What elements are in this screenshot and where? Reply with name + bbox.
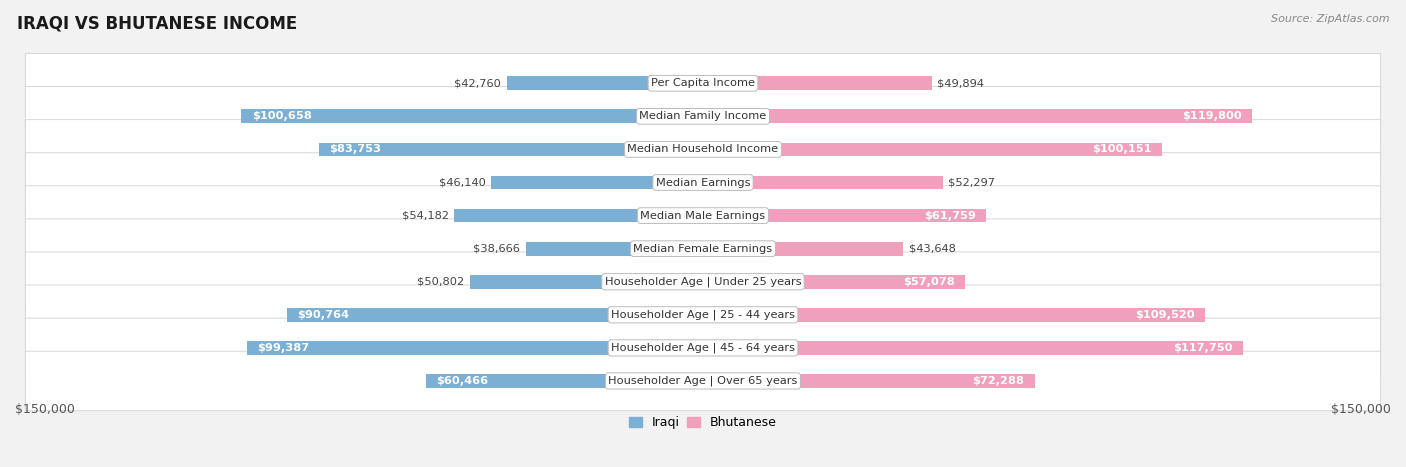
Legend: Iraqi, Bhutanese: Iraqi, Bhutanese [624,411,782,434]
Bar [319,142,703,156]
Text: $109,520: $109,520 [1136,310,1195,320]
Bar [508,77,703,90]
Bar [247,341,703,355]
Bar [703,374,1035,388]
FancyBboxPatch shape [25,219,1381,278]
Bar [470,275,703,289]
Text: $100,658: $100,658 [252,111,311,121]
Text: Median Household Income: Median Household Income [627,144,779,155]
Text: $150,000: $150,000 [1331,403,1391,417]
Bar [491,176,703,190]
Bar [703,209,986,222]
Text: $100,151: $100,151 [1092,144,1152,155]
Text: Median Family Income: Median Family Income [640,111,766,121]
Bar [703,341,1243,355]
Bar [703,242,903,255]
FancyBboxPatch shape [25,86,1381,146]
FancyBboxPatch shape [25,285,1381,345]
FancyBboxPatch shape [25,120,1381,179]
Text: $38,666: $38,666 [474,244,520,254]
Text: $99,387: $99,387 [257,343,309,353]
Bar [526,242,703,255]
Text: Median Female Earnings: Median Female Earnings [634,244,772,254]
Text: $46,140: $46,140 [439,177,486,188]
Bar [703,109,1253,123]
Text: Source: ZipAtlas.com: Source: ZipAtlas.com [1271,14,1389,24]
FancyBboxPatch shape [25,186,1381,245]
Text: Median Male Earnings: Median Male Earnings [641,211,765,220]
Text: Median Earnings: Median Earnings [655,177,751,188]
FancyBboxPatch shape [25,351,1381,410]
Text: $60,466: $60,466 [436,376,488,386]
FancyBboxPatch shape [25,54,1381,113]
Text: Householder Age | 45 - 64 years: Householder Age | 45 - 64 years [612,343,794,353]
Text: Per Capita Income: Per Capita Income [651,78,755,88]
Text: $50,802: $50,802 [418,277,464,287]
Text: $72,288: $72,288 [973,376,1024,386]
Text: $42,760: $42,760 [454,78,502,88]
FancyBboxPatch shape [25,153,1381,212]
Bar [242,109,703,123]
Text: IRAQI VS BHUTANESE INCOME: IRAQI VS BHUTANESE INCOME [17,14,297,32]
Bar [703,308,1205,322]
Text: $61,759: $61,759 [924,211,976,220]
Text: $43,648: $43,648 [908,244,956,254]
Bar [703,275,965,289]
Text: Householder Age | Under 25 years: Householder Age | Under 25 years [605,276,801,287]
Bar [426,374,703,388]
Bar [703,77,932,90]
Text: $54,182: $54,182 [402,211,449,220]
FancyBboxPatch shape [25,252,1381,311]
FancyBboxPatch shape [25,318,1381,378]
Bar [703,176,943,190]
Text: $119,800: $119,800 [1182,111,1241,121]
Text: $49,894: $49,894 [938,78,984,88]
Text: $83,753: $83,753 [329,144,381,155]
Text: $117,750: $117,750 [1173,343,1233,353]
Text: Householder Age | Over 65 years: Householder Age | Over 65 years [609,376,797,386]
Text: $57,078: $57,078 [903,277,955,287]
Bar [287,308,703,322]
Text: $90,764: $90,764 [297,310,349,320]
Bar [703,142,1163,156]
Text: $52,297: $52,297 [949,177,995,188]
Text: Householder Age | 25 - 44 years: Householder Age | 25 - 44 years [612,310,794,320]
Bar [454,209,703,222]
Text: $150,000: $150,000 [15,403,75,417]
